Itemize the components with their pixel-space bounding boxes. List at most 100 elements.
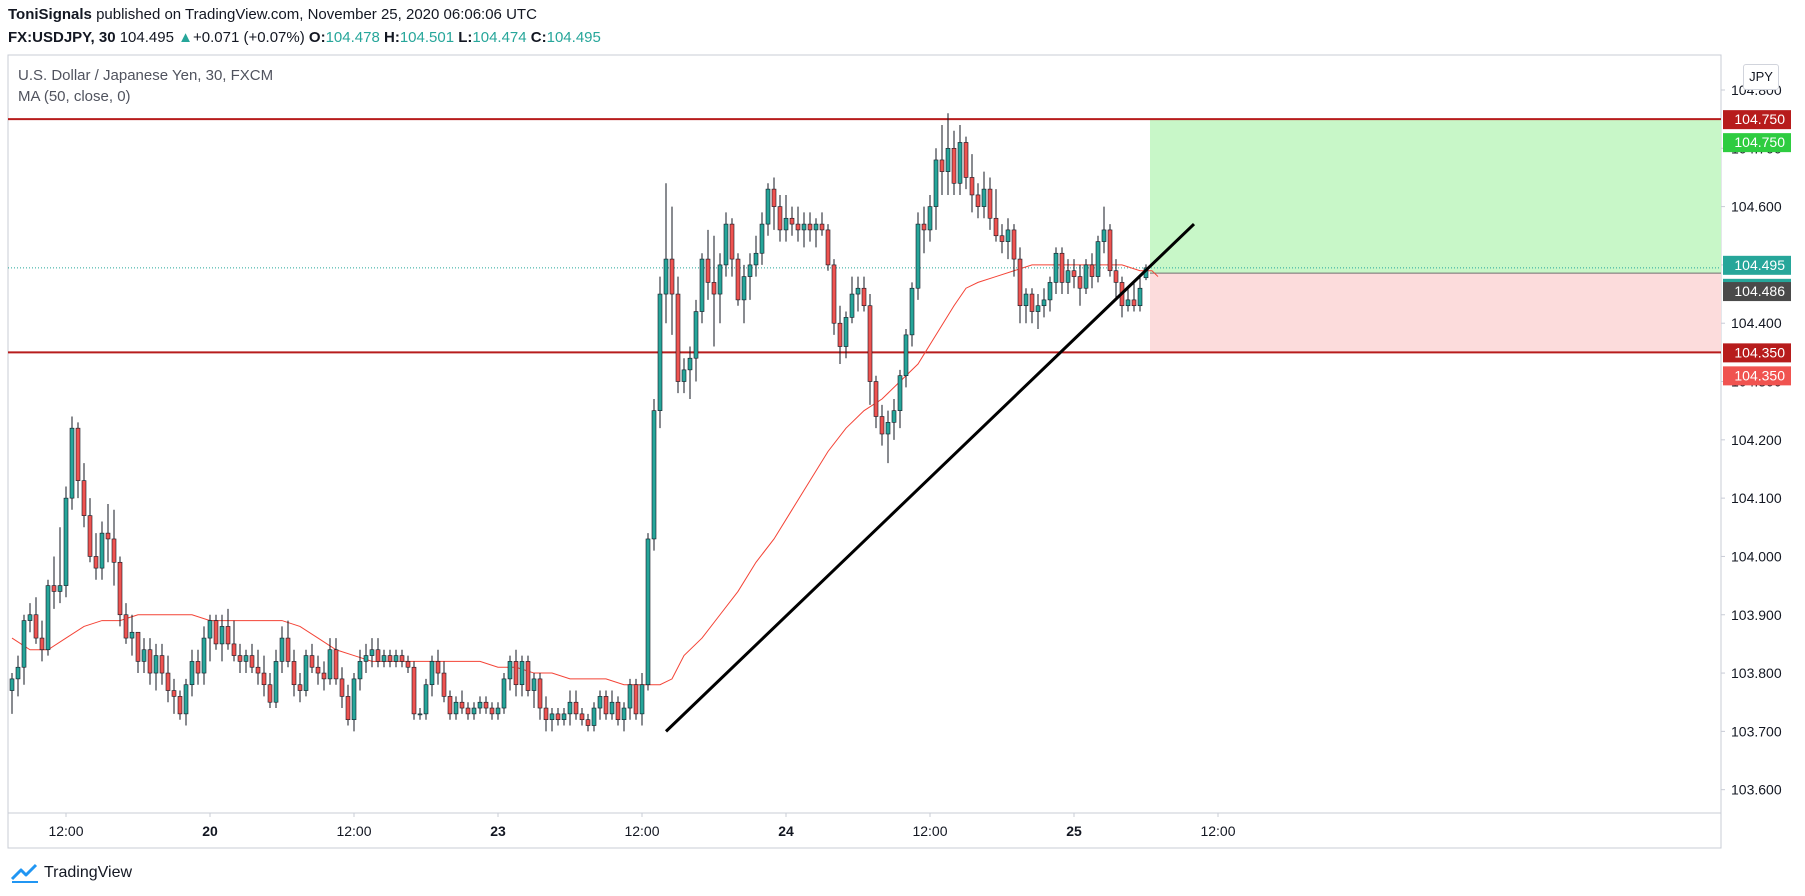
candle bbox=[423, 678, 429, 720]
candle bbox=[489, 702, 495, 720]
candle bbox=[9, 673, 15, 714]
chart-title: U.S. Dollar / Japanese Yen, 30, FXCM bbox=[18, 67, 274, 84]
candle-body bbox=[867, 305, 873, 382]
candle bbox=[885, 410, 891, 464]
candle-body bbox=[915, 223, 921, 289]
level-tag-text: 104.350 bbox=[1734, 344, 1785, 360]
candle-body bbox=[63, 497, 69, 586]
candle-body bbox=[615, 701, 621, 721]
candle-body bbox=[621, 707, 627, 721]
candle-body bbox=[267, 684, 273, 703]
close-label: C: bbox=[530, 29, 547, 46]
candle-body bbox=[981, 188, 987, 207]
x-tick-label: 20 bbox=[202, 823, 218, 839]
candle bbox=[951, 130, 957, 195]
candle bbox=[159, 643, 165, 685]
candle bbox=[927, 194, 933, 242]
candle bbox=[1071, 259, 1077, 289]
candle bbox=[987, 177, 993, 230]
candle-body bbox=[75, 427, 81, 481]
candle-body bbox=[525, 661, 531, 691]
x-tick-label: 23 bbox=[490, 823, 506, 839]
candle bbox=[831, 259, 837, 335]
candle bbox=[861, 276, 867, 312]
footer-brand[interactable]: TradingView bbox=[10, 862, 132, 884]
candle bbox=[309, 643, 315, 674]
candle-body bbox=[465, 707, 471, 715]
candle bbox=[933, 148, 939, 230]
candle bbox=[969, 154, 975, 213]
level-tag-bg bbox=[1723, 343, 1791, 363]
candle-body bbox=[375, 649, 381, 662]
candle-body bbox=[1107, 229, 1113, 272]
candle bbox=[891, 399, 897, 440]
candle bbox=[897, 369, 903, 429]
x-tick-label: 24 bbox=[778, 823, 794, 839]
indicator-label[interactable]: MA (50, close, 0) bbox=[18, 88, 131, 105]
high-value: 104.501 bbox=[399, 29, 455, 46]
candle bbox=[963, 136, 969, 190]
candle bbox=[597, 690, 603, 720]
candle-body bbox=[1077, 276, 1083, 289]
candle-body bbox=[825, 229, 831, 266]
candle-body bbox=[93, 556, 99, 569]
level-tag: 104.750 bbox=[1723, 110, 1791, 130]
candle bbox=[369, 638, 375, 668]
candle bbox=[837, 305, 843, 365]
candle bbox=[1035, 294, 1041, 330]
candle-body bbox=[603, 696, 609, 715]
candle-body bbox=[771, 188, 777, 207]
candle-body bbox=[345, 696, 351, 721]
publish-text: published on TradingView.com, November 2… bbox=[91, 6, 537, 23]
candle-body bbox=[663, 258, 669, 295]
candle-body bbox=[123, 614, 129, 639]
level-tag-text: 104.750 bbox=[1734, 111, 1785, 127]
candle-body bbox=[1065, 270, 1071, 283]
publish-info: ToniSignals published on TradingView.com… bbox=[8, 6, 537, 23]
candle-body bbox=[273, 661, 279, 703]
candle-body bbox=[507, 661, 513, 680]
candle-body bbox=[807, 223, 813, 231]
candle bbox=[519, 655, 525, 697]
y-tick-label: 103.800 bbox=[1731, 665, 1782, 681]
candle bbox=[123, 603, 129, 644]
candle-body bbox=[1047, 282, 1053, 301]
low-label: L: bbox=[458, 29, 473, 46]
candle-body bbox=[291, 661, 297, 686]
candle bbox=[195, 649, 201, 685]
candle bbox=[579, 708, 585, 726]
candle bbox=[981, 171, 987, 219]
brand-name: TradingView bbox=[44, 864, 133, 881]
candle-body bbox=[759, 223, 765, 254]
candle bbox=[405, 655, 411, 674]
candle-body bbox=[45, 585, 51, 651]
candle bbox=[939, 124, 945, 195]
candle bbox=[639, 673, 645, 726]
candle bbox=[33, 597, 39, 644]
candle bbox=[45, 579, 51, 656]
candle bbox=[807, 212, 813, 242]
x-tick-label: 12:00 bbox=[48, 823, 83, 839]
candle bbox=[657, 276, 663, 429]
candle bbox=[549, 708, 555, 732]
author-name[interactable]: ToniSignals bbox=[8, 6, 92, 23]
candle-body bbox=[303, 655, 309, 691]
candle-body bbox=[963, 142, 969, 178]
candle bbox=[21, 614, 27, 685]
candle bbox=[729, 218, 735, 277]
candle-body bbox=[15, 666, 21, 680]
candle-body bbox=[1089, 264, 1095, 277]
candle-body bbox=[285, 637, 291, 662]
currency-button[interactable]: JPY bbox=[1743, 64, 1779, 90]
candle bbox=[357, 649, 363, 691]
y-tick-label: 104.600 bbox=[1731, 199, 1782, 215]
candle-body bbox=[513, 661, 519, 686]
candle-body bbox=[363, 655, 369, 662]
candle bbox=[381, 649, 387, 668]
candle-body bbox=[687, 357, 693, 371]
open-label: O: bbox=[308, 29, 326, 46]
candle-body bbox=[693, 311, 699, 359]
candle bbox=[321, 661, 327, 691]
candle bbox=[1107, 224, 1113, 277]
